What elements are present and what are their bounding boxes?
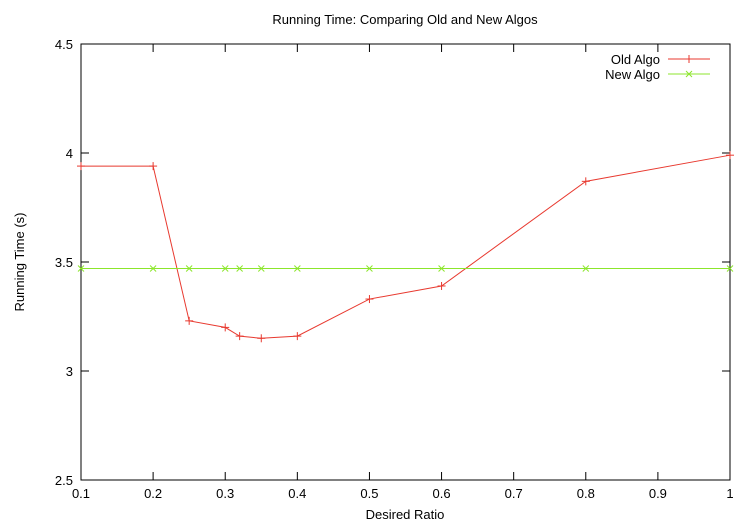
x-tick-label: 0.4 <box>288 486 306 501</box>
x-tick-label: 0.2 <box>144 486 162 501</box>
y-axis-ticks: 2.5 3 3.5 4 4.5 <box>55 37 730 488</box>
data-point-old-algo <box>221 323 230 332</box>
data-point-new-algo <box>257 265 265 272</box>
data-point-new-algo <box>366 265 373 272</box>
legend-label-old-algo: Old Algo <box>611 52 660 67</box>
data-point-new-algo <box>438 265 445 272</box>
plot-area-frame <box>80 43 731 481</box>
y-axis-label: Running Time (s) <box>12 213 27 312</box>
x-tick-label: 0.5 <box>360 486 378 501</box>
data-point-old-algo <box>365 295 374 304</box>
y-tick-label: 4 <box>66 146 73 161</box>
series-new-algo <box>77 265 734 272</box>
y-tick-label: 4.5 <box>55 37 73 52</box>
data-point-old-algo <box>257 334 266 343</box>
data-point-new-algo <box>221 265 229 272</box>
x-tick-label: 0.6 <box>433 486 451 501</box>
data-point-old-algo <box>581 177 590 186</box>
x-tick-label: 1 <box>726 486 733 501</box>
data-point-old-algo <box>437 281 446 290</box>
data-point-old-algo <box>726 151 734 160</box>
series-layer <box>77 151 734 343</box>
x-tick-label: 0.9 <box>649 486 667 501</box>
data-point-old-algo <box>293 332 302 341</box>
y-tick-label: 3.5 <box>55 255 73 270</box>
legend-label-new-algo: New Algo <box>605 67 660 82</box>
x-tick-label: 0.1 <box>72 486 90 501</box>
y-tick-label: 2.5 <box>55 473 73 488</box>
data-point-old-algo <box>185 316 194 325</box>
data-point-old-algo <box>77 162 85 171</box>
data-point-old-algo <box>235 332 244 341</box>
x-axis-ticks: 0.1 0.2 0.3 0.4 0.5 0.6 0.7 0.8 0.9 1 <box>72 44 734 501</box>
data-point-new-algo <box>293 265 301 272</box>
x-axis-label: Desired Ratio <box>366 507 445 522</box>
data-point-new-algo <box>726 265 734 272</box>
data-point-new-algo <box>149 265 157 272</box>
series-old-algo <box>77 151 734 343</box>
x-tick-label: 0.7 <box>505 486 523 501</box>
series-line-old-algo <box>81 154 731 339</box>
legend-marker-new-algo <box>685 70 693 78</box>
data-point-new-algo <box>236 265 243 272</box>
chart-title: Running Time: Comparing Old and New Algo… <box>272 12 538 27</box>
data-point-new-algo <box>185 265 193 272</box>
x-tick-label: 0.8 <box>577 486 595 501</box>
x-tick-label: 0.3 <box>216 486 234 501</box>
data-point-old-algo <box>149 162 158 171</box>
legend-marker-old-algo <box>685 55 693 63</box>
data-point-new-algo <box>582 265 590 272</box>
data-point-new-algo <box>77 265 85 272</box>
y-tick-label: 3 <box>66 364 73 379</box>
